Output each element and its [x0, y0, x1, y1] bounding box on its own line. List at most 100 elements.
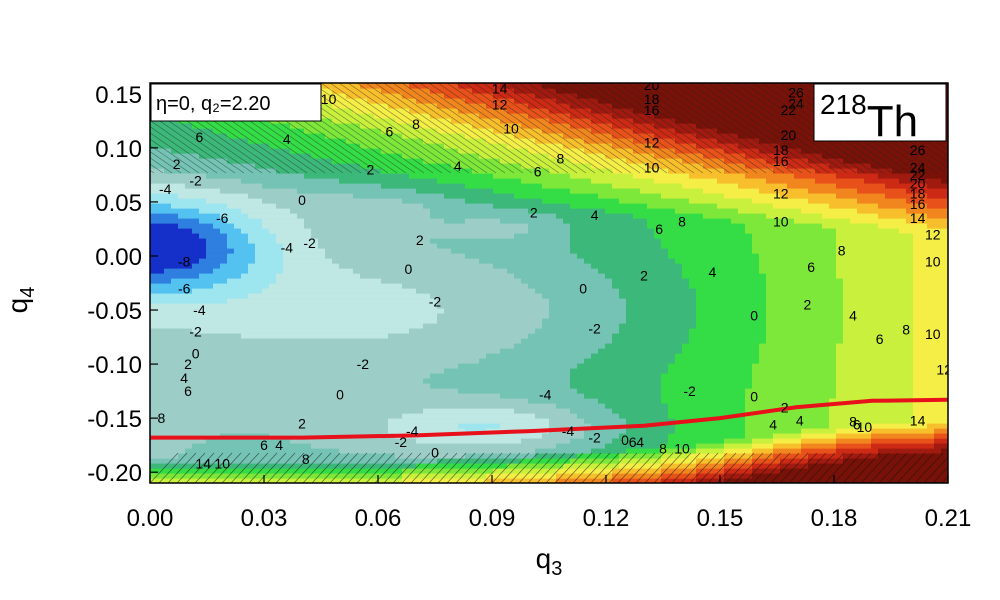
nucleus-annotation: 218Th	[813, 83, 947, 146]
contour-label: 20	[781, 127, 797, 143]
contour-label: 8	[838, 243, 846, 259]
x-tick-label: 0.21	[925, 505, 972, 532]
contour-label: -4	[406, 423, 419, 439]
contour-label: 12	[773, 185, 789, 201]
contour-label: 6	[853, 417, 861, 433]
params-label: η=0, q₂=2.20	[156, 93, 271, 115]
contour-label: 10	[925, 253, 941, 269]
contour-label: -2	[303, 235, 316, 251]
contour-label: 8	[557, 151, 565, 167]
contour-label: 14	[910, 210, 926, 226]
contour-label: 18	[773, 142, 789, 158]
contour-label: 8	[849, 413, 857, 429]
contour-label: 8	[412, 116, 420, 132]
contour-label: 2	[530, 205, 538, 221]
nucleus-mass-number: 218	[820, 89, 867, 120]
contour-label: 4	[709, 264, 717, 280]
contour-label: 6	[655, 221, 663, 237]
params-box	[150, 83, 322, 122]
contour-label: 0	[192, 345, 200, 361]
contour-label: 10	[644, 159, 660, 175]
contour-label: -4	[281, 239, 294, 255]
contour-label: 0	[431, 445, 439, 461]
contour-label: -4	[539, 386, 552, 402]
contour-label: -2	[429, 293, 442, 309]
contour-label: 26	[788, 85, 804, 101]
contour-label: 10	[773, 213, 789, 229]
contour-label: 12	[492, 97, 508, 113]
contour-label: 12	[936, 361, 952, 377]
contour-label: -2	[588, 320, 601, 336]
contour-label: -4	[193, 302, 206, 318]
hatched-high-energy-region	[150, 83, 948, 483]
contour-label: -4	[562, 423, 575, 439]
contour-label: 2	[367, 161, 375, 177]
contour-label: 6	[629, 434, 637, 450]
plot-area: -8-6-6-4-4-4-2-2-2-2-2-2-2-4-4 -4-2 -20000…	[150, 77, 952, 483]
contour-label: 14	[492, 80, 508, 96]
contour-label: 4	[636, 434, 644, 450]
y-tick-label: -0.05	[87, 298, 142, 325]
contour-label: 6	[876, 331, 884, 347]
y-tick-label: 0.05	[95, 190, 142, 217]
contour-label: 20	[644, 77, 660, 93]
contour-label: 16	[644, 102, 660, 118]
energy-bands	[150, 83, 948, 483]
params-annotation: η=0, q₂=2.20	[150, 83, 322, 122]
nucleus-symbol: Th	[867, 97, 918, 146]
contour-label: 10	[925, 326, 941, 342]
y-tick-label: -0.10	[87, 352, 142, 379]
contour-label: 24	[910, 159, 926, 175]
x-tick-label: 0.06	[355, 505, 402, 532]
contour-label: 0	[621, 432, 629, 448]
contour-label: 0	[750, 307, 758, 323]
y-tick-label: -0.20	[87, 460, 142, 487]
contour-label: 2	[416, 232, 424, 248]
contour-label: 4	[796, 412, 804, 428]
contour-label: 26	[910, 142, 926, 158]
contour-label: 8	[678, 213, 686, 229]
contour-label: 10	[321, 91, 337, 107]
contour-label: 2	[640, 267, 648, 283]
contour-label: -6	[216, 210, 229, 226]
contour-label: 22	[781, 102, 797, 118]
x-axis-title: q3	[536, 543, 563, 580]
contour-label: 16	[773, 153, 789, 169]
x-tick-label: 0.00	[127, 505, 174, 532]
contour-label: 14	[910, 412, 926, 428]
contour-label: 10	[214, 456, 230, 472]
contour-label: 2	[781, 399, 789, 415]
contour-label: -4	[159, 181, 172, 197]
contour-label: 18	[910, 185, 926, 201]
contour-label: 6	[184, 383, 192, 399]
x-tick-label: 0.12	[583, 505, 630, 532]
contour-label: 20	[910, 176, 926, 192]
contour-label: 4	[275, 437, 283, 453]
contour-label: 2	[298, 416, 306, 432]
contour-label: 14	[195, 456, 211, 472]
contour-label: 4	[769, 417, 777, 433]
nucleus-label: 218Th	[820, 89, 918, 146]
contour-label: -2	[189, 324, 202, 340]
contour-label: 6	[807, 259, 815, 275]
contour-label: -2	[683, 383, 696, 399]
contour-label: 6	[196, 129, 204, 145]
contour-label: 16	[910, 196, 926, 212]
y-tick-label: 0.00	[95, 244, 142, 271]
contour-label: -8	[178, 253, 191, 269]
contour-label: 24	[788, 96, 804, 112]
contour-label: 8	[302, 451, 310, 467]
contour-label: -2	[395, 434, 408, 450]
contour-label: 4	[849, 307, 857, 323]
contour-label: 0	[298, 192, 306, 208]
contour-label: 0	[579, 280, 587, 296]
contour-label: 12	[925, 226, 941, 242]
contour-label: -2	[588, 430, 601, 446]
contour-label: -6	[178, 280, 191, 296]
contour-label: 18	[644, 91, 660, 107]
y-axis-ticks: 0.15 0.10 0.05 0.00 -0.05 -0.10 -0.15 -0.20	[87, 82, 158, 487]
y-axis-title: q4	[2, 287, 39, 314]
contour-label: 2	[804, 297, 812, 313]
contour-label: 4	[283, 131, 291, 147]
